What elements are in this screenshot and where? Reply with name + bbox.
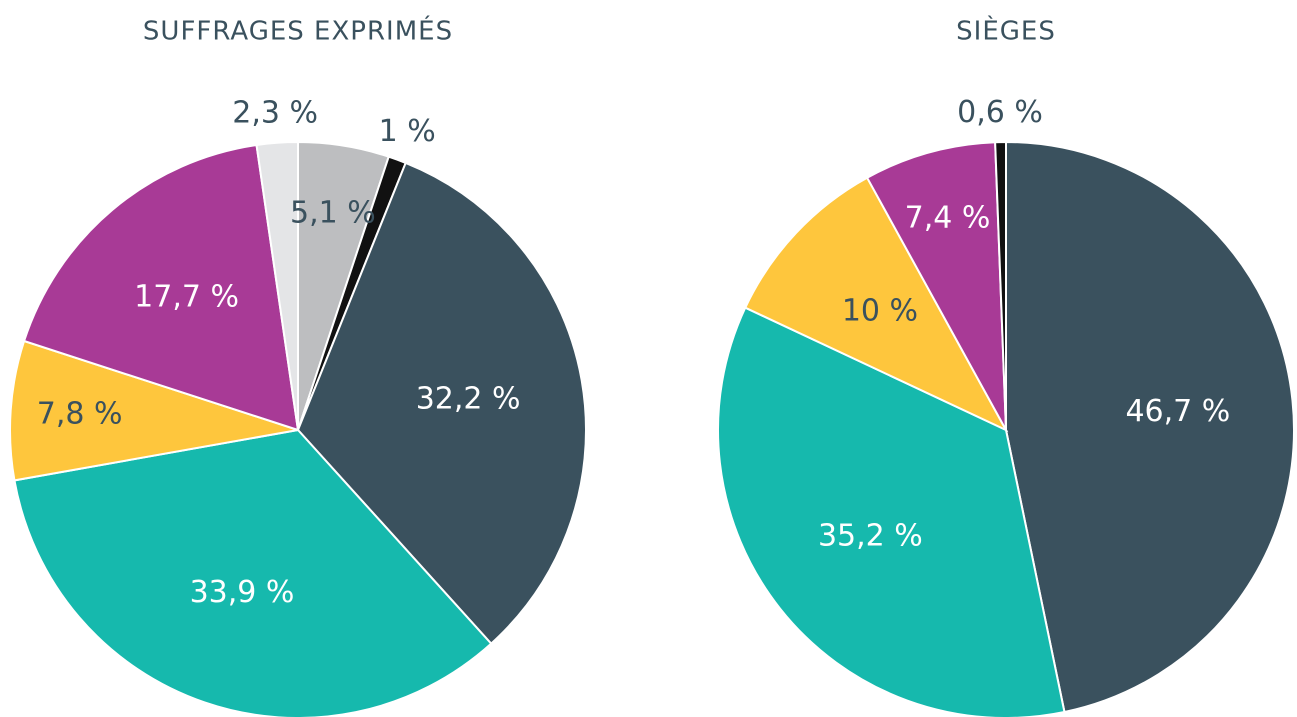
data-label: 32,2 % — [416, 381, 521, 416]
data-label: 1 % — [379, 114, 436, 149]
pie-slice — [1005, 140, 1295, 714]
data-label: 0,6 % — [957, 95, 1043, 130]
chart-title: SUFFRAGES EXPRIMÉS — [143, 15, 453, 47]
pie-slice — [717, 306, 1066, 717]
pie-slice — [743, 176, 1009, 433]
data-label: 5,1 % — [290, 195, 376, 230]
pie-slice — [22, 143, 300, 432]
pie-slice — [865, 141, 1007, 431]
pie-slice — [296, 161, 587, 646]
data-label: 17,7 % — [134, 279, 239, 314]
pie-slice — [255, 140, 299, 431]
data-label: 7,8 % — [37, 396, 123, 431]
chart-title: SIÈGES — [956, 15, 1056, 47]
pie-slice — [9, 339, 299, 482]
data-label: 33,9 % — [190, 575, 295, 610]
pie-slice — [13, 428, 493, 717]
data-label: 35,2 % — [818, 519, 923, 554]
data-label: 10 % — [842, 293, 918, 328]
pie-slice — [994, 140, 1007, 431]
data-label: 2,3 % — [232, 96, 318, 131]
data-label: 7,4 % — [905, 201, 991, 236]
data-label: 46,7 % — [1125, 394, 1230, 429]
